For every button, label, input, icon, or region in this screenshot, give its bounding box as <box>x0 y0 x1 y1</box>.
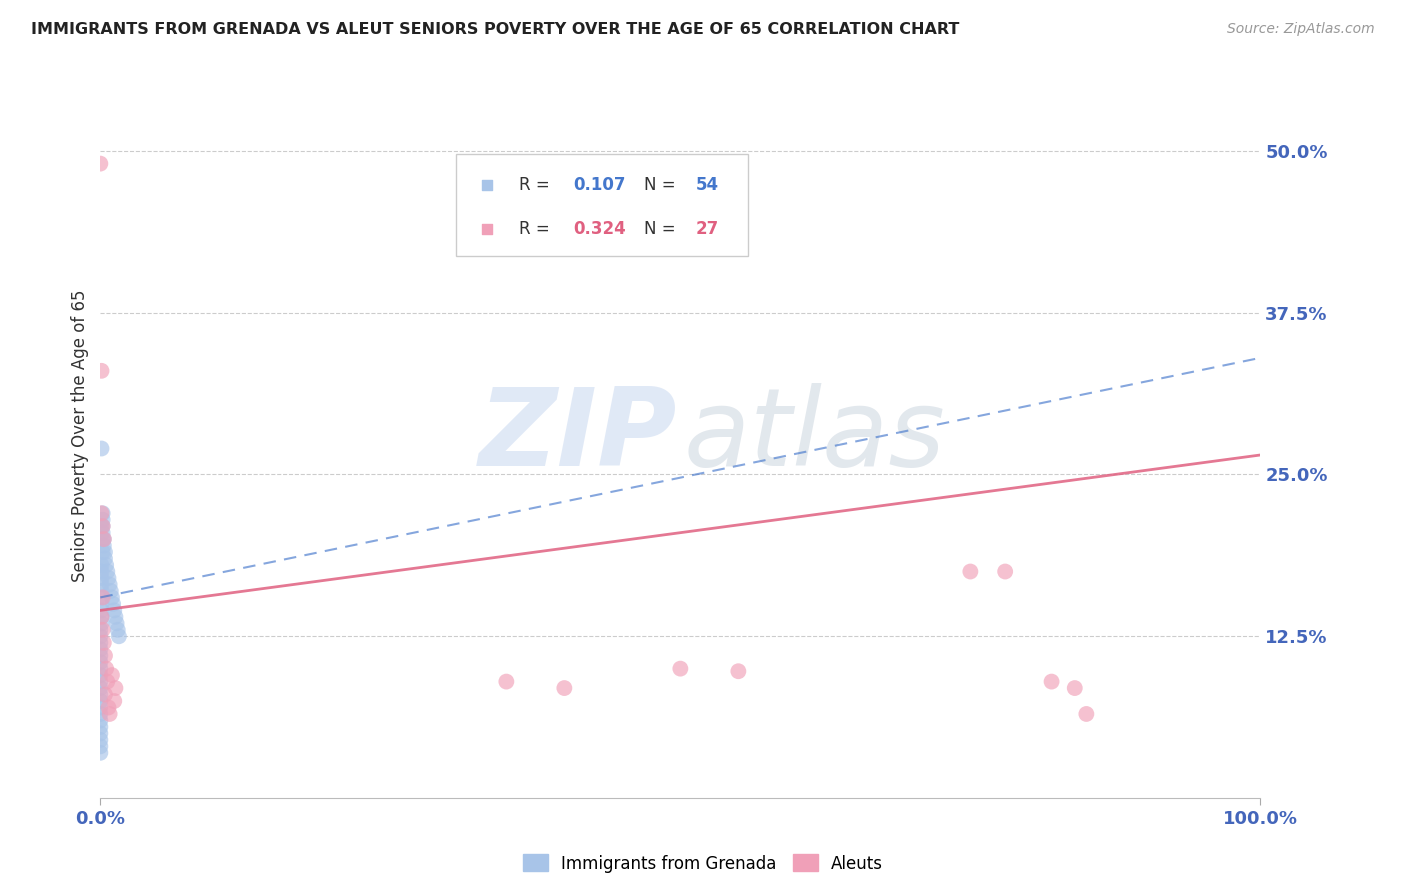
Point <box>553 681 575 695</box>
Point <box>90 519 112 533</box>
Point <box>90 616 112 631</box>
Point <box>108 629 131 643</box>
Point <box>93 539 115 553</box>
Point <box>1063 681 1085 695</box>
Point <box>90 442 112 456</box>
Point <box>91 513 114 527</box>
Point <box>91 519 114 533</box>
Point <box>89 648 111 663</box>
Point <box>101 668 124 682</box>
Point <box>90 603 112 617</box>
Point <box>94 648 117 663</box>
Point <box>89 714 111 728</box>
Point <box>94 551 117 566</box>
Point <box>89 694 111 708</box>
Text: N =: N = <box>644 177 682 194</box>
Point <box>98 706 121 721</box>
Text: ZIP: ZIP <box>478 383 676 489</box>
Text: N =: N = <box>644 220 682 238</box>
Point <box>103 603 125 617</box>
Point <box>89 681 111 695</box>
Point <box>89 706 111 721</box>
Point <box>994 565 1017 579</box>
Point <box>94 662 117 676</box>
Point <box>1040 674 1063 689</box>
Text: R =: R = <box>519 220 555 238</box>
Point <box>90 565 112 579</box>
Text: 54: 54 <box>696 177 718 194</box>
Point <box>669 662 692 676</box>
Point <box>90 610 112 624</box>
Point <box>105 616 128 631</box>
Point <box>93 532 115 546</box>
Text: 0.107: 0.107 <box>574 177 626 194</box>
Point <box>89 156 111 170</box>
Text: R =: R = <box>519 177 555 194</box>
Point <box>98 577 121 591</box>
Point <box>96 674 118 689</box>
Point <box>93 532 115 546</box>
Point <box>94 545 117 559</box>
Point <box>495 674 517 689</box>
Point <box>90 591 112 605</box>
Point <box>90 610 112 624</box>
Point <box>89 746 111 760</box>
Point <box>959 565 981 579</box>
Point <box>107 623 129 637</box>
FancyBboxPatch shape <box>457 154 748 256</box>
Point <box>104 681 127 695</box>
Point <box>93 636 115 650</box>
Point <box>89 720 111 734</box>
Point <box>727 665 749 679</box>
Point <box>90 364 112 378</box>
Point <box>89 629 111 643</box>
Point <box>94 558 117 572</box>
Point <box>104 610 127 624</box>
Text: IMMIGRANTS FROM GRENADA VS ALEUT SENIORS POVERTY OVER THE AGE OF 65 CORRELATION : IMMIGRANTS FROM GRENADA VS ALEUT SENIORS… <box>31 22 959 37</box>
Point <box>94 688 117 702</box>
Point <box>91 591 114 605</box>
Point <box>91 506 114 520</box>
Point <box>89 655 111 669</box>
Text: Source: ZipAtlas.com: Source: ZipAtlas.com <box>1227 22 1375 37</box>
Point <box>89 674 111 689</box>
Point <box>89 623 111 637</box>
Point <box>90 571 112 585</box>
Point <box>89 700 111 714</box>
Point <box>90 583 112 598</box>
Text: 0.324: 0.324 <box>574 220 627 238</box>
Point <box>89 636 111 650</box>
Point <box>96 565 118 579</box>
Y-axis label: Seniors Poverty Over the Age of 65: Seniors Poverty Over the Age of 65 <box>72 289 89 582</box>
Point <box>90 506 112 520</box>
Point <box>89 642 111 657</box>
Point <box>89 732 111 747</box>
Point <box>91 519 114 533</box>
Legend: Immigrants from Grenada, Aleuts: Immigrants from Grenada, Aleuts <box>516 847 890 880</box>
Point <box>103 694 125 708</box>
Point <box>90 597 112 611</box>
Point <box>91 545 114 559</box>
Point <box>89 668 111 682</box>
Point <box>101 591 124 605</box>
Text: atlas: atlas <box>683 383 946 488</box>
Point <box>100 583 122 598</box>
Point <box>101 597 124 611</box>
Point <box>91 532 114 546</box>
Point <box>97 571 120 585</box>
Point <box>91 623 114 637</box>
Point <box>89 662 111 676</box>
Point <box>90 558 112 572</box>
Point <box>91 525 114 540</box>
Text: 27: 27 <box>696 220 718 238</box>
Point <box>89 688 111 702</box>
Point <box>90 577 112 591</box>
Point <box>97 700 120 714</box>
Point <box>1076 706 1098 721</box>
Point <box>89 739 111 754</box>
Point <box>89 726 111 740</box>
